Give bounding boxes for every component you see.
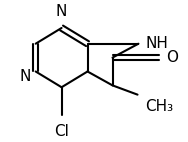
Text: O: O (166, 50, 178, 65)
Text: N: N (20, 69, 31, 84)
Text: Cl: Cl (54, 124, 69, 139)
Text: CH₃: CH₃ (145, 99, 173, 114)
Text: NH: NH (146, 36, 169, 51)
Text: N: N (56, 4, 67, 19)
